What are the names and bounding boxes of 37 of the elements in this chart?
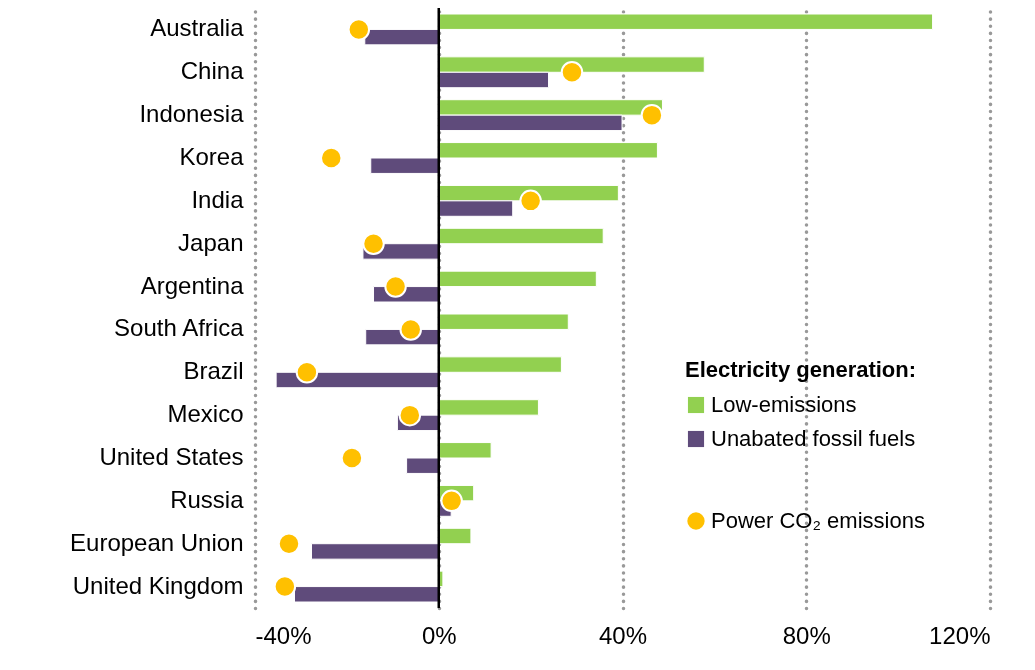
y-tick-label: Russia — [170, 485, 245, 513]
point — [384, 275, 407, 298]
x-tick-label: 40% — [598, 621, 648, 649]
y-tick-label: United Kingdom — [72, 571, 244, 599]
point — [399, 318, 422, 341]
y-tick-label: Indonesia — [139, 100, 245, 128]
point — [640, 103, 664, 127]
legend-title: Electricity generation: — [685, 357, 917, 382]
y-tick-label: Brazil — [183, 357, 244, 385]
y-tick-label: Korea — [179, 143, 245, 170]
y-tick-label: Mexico — [167, 400, 244, 428]
legend-label: Unabated fossil fuels — [711, 426, 916, 451]
point — [295, 361, 319, 384]
y-tick-label: Japan — [178, 228, 244, 256]
point — [519, 189, 542, 213]
y-tick-label: United States — [99, 443, 244, 470]
point — [440, 489, 463, 513]
y-tick-label: Argentina — [140, 271, 245, 299]
point — [560, 61, 584, 84]
y-tick-label: Australia — [150, 14, 245, 42]
x-tick-label: 0% — [421, 621, 457, 649]
y-tick-label: European Union — [70, 528, 244, 556]
point — [277, 532, 301, 555]
point — [273, 575, 297, 598]
legend-label: Power CO₂ emissions — [711, 508, 925, 533]
x-tick-label: 120% — [929, 621, 991, 649]
point — [347, 18, 371, 41]
y-tick-label: South Africa — [114, 314, 245, 342]
x-tick-label: -40% — [255, 621, 312, 649]
y-tick-label: China — [180, 57, 245, 85]
point — [320, 146, 343, 170]
y-tick-label: India — [191, 185, 245, 213]
x-tick-label: 80% — [782, 621, 831, 649]
legend-label: Low-emissions — [711, 392, 857, 417]
point — [362, 232, 385, 255]
point — [340, 446, 364, 470]
point — [398, 403, 422, 427]
